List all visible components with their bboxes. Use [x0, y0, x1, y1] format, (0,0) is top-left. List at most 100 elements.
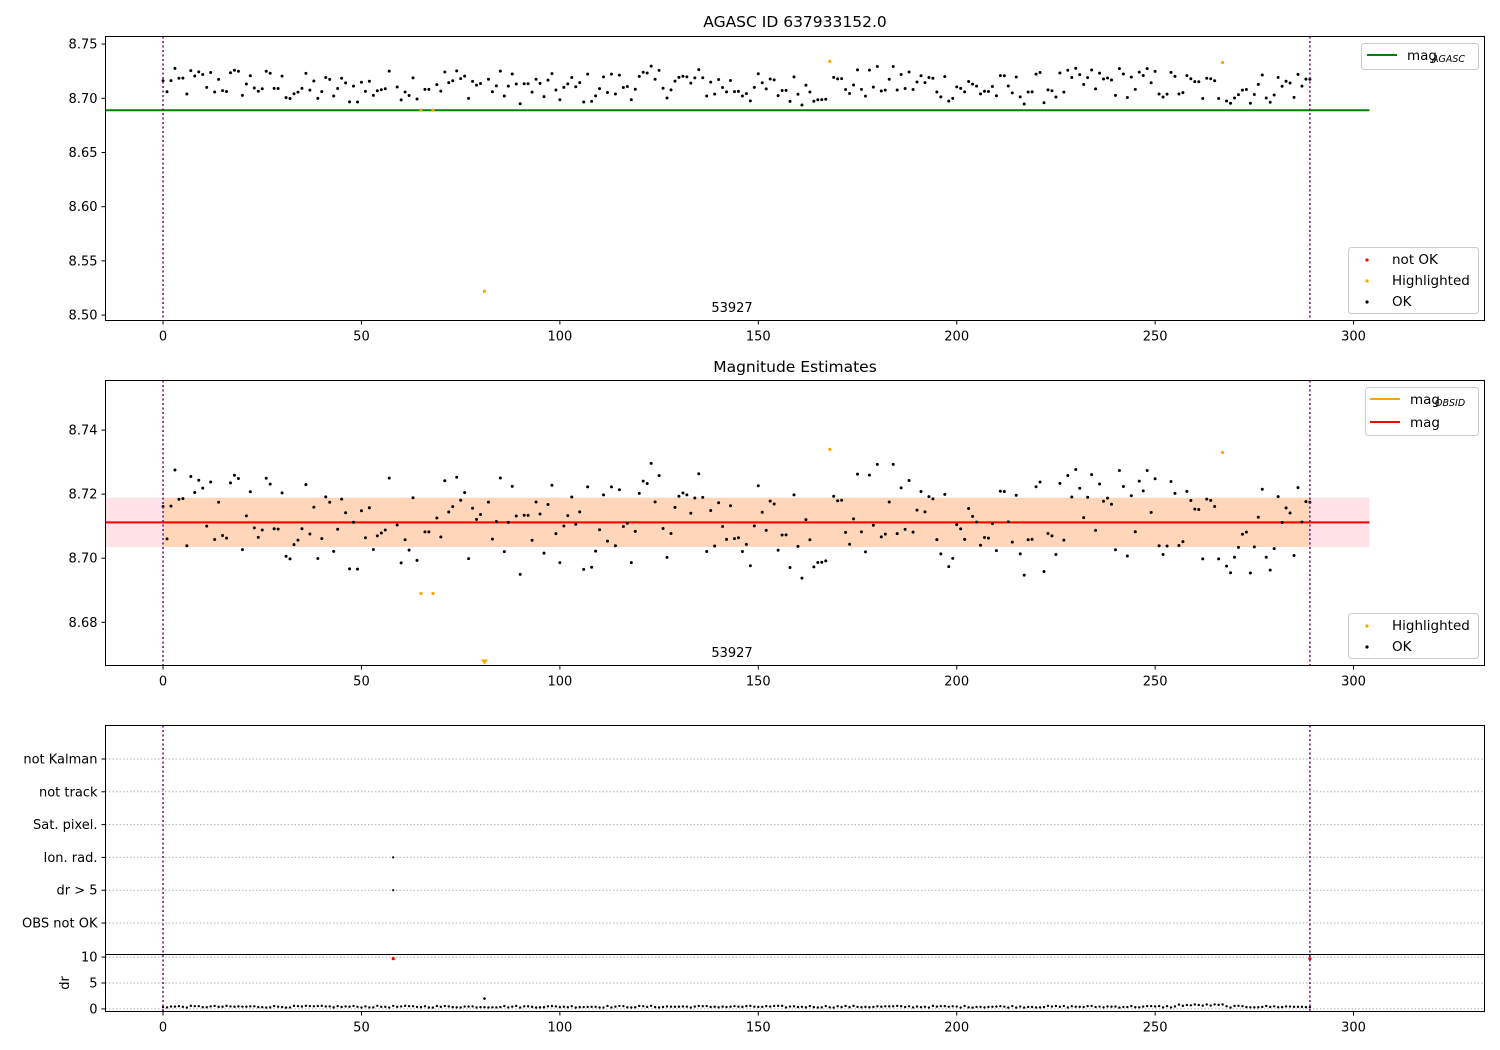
dr-point — [876, 1005, 879, 1008]
ok-point — [363, 536, 367, 540]
ok-point — [225, 536, 229, 540]
ok-point — [229, 481, 233, 485]
ok-point — [232, 68, 236, 72]
ok-point — [395, 523, 399, 527]
dr-point — [245, 1005, 248, 1008]
dr-point — [967, 1006, 970, 1009]
dr-point — [745, 1004, 748, 1008]
dr-point — [1308, 1005, 1312, 1009]
dr-ytick-label: 5 — [89, 977, 97, 992]
ok-point — [538, 512, 542, 516]
dr-point — [1225, 1005, 1228, 1008]
legend-highlighted-label-2: Highlighted — [1392, 618, 1470, 634]
ok-point — [975, 84, 979, 88]
magnitude-xtick-label: 50 — [353, 675, 370, 690]
ok-point — [1137, 479, 1141, 483]
ok-point — [252, 86, 256, 90]
ok-point — [927, 75, 931, 79]
dr-point — [915, 1005, 919, 1008]
ok-point — [697, 68, 701, 72]
ok-point — [352, 520, 356, 524]
ok-point — [824, 559, 828, 563]
dr-point — [249, 1005, 252, 1008]
dr-point — [384, 1005, 387, 1009]
dr-point — [669, 1005, 673, 1008]
ok-point — [1133, 530, 1137, 534]
ok-point — [776, 548, 780, 552]
dr-point — [919, 1005, 923, 1009]
dr-point — [447, 1005, 450, 1008]
ok-point — [1090, 68, 1094, 72]
ok-point — [1157, 544, 1161, 548]
dr-point — [280, 1005, 284, 1009]
ok-point — [657, 68, 661, 72]
ok-point — [832, 75, 836, 79]
ok-point — [1018, 552, 1022, 556]
ok-point — [1244, 87, 1248, 91]
dr-point — [443, 1004, 446, 1008]
dr-point — [1066, 1006, 1070, 1009]
dr-point — [189, 1004, 193, 1008]
ok-point — [653, 77, 657, 81]
dr-point — [388, 1006, 391, 1009]
dr-point — [332, 1006, 335, 1009]
dr-point — [1197, 1003, 1200, 1007]
ok-point — [677, 75, 681, 79]
ok-point — [709, 508, 713, 512]
dr-point — [296, 1004, 300, 1008]
dr-point — [538, 1006, 542, 1009]
dr-point — [185, 1006, 189, 1009]
ok-point — [221, 534, 225, 538]
dr-point — [308, 1004, 312, 1008]
ok-point — [1030, 90, 1034, 94]
magnitude-points-legend-box — [1348, 613, 1479, 659]
dr-point — [935, 1005, 939, 1008]
dr-point — [816, 1006, 820, 1009]
ok-point — [705, 94, 709, 98]
ok-point — [256, 89, 260, 93]
ok-point — [665, 555, 669, 559]
flag-point — [392, 889, 395, 892]
ok-point — [1236, 545, 1240, 549]
dr-point — [808, 1004, 812, 1008]
dr-point — [1078, 1005, 1081, 1009]
ok-point — [201, 73, 205, 77]
dr-point — [923, 1005, 927, 1009]
ok-point — [379, 88, 383, 92]
ok-point — [379, 531, 383, 535]
ok-point — [935, 90, 939, 94]
dr-point — [1173, 1005, 1177, 1008]
ok-point — [1046, 532, 1050, 536]
dr-point — [1300, 1005, 1304, 1009]
ok-point — [923, 510, 927, 514]
flag-point — [392, 856, 395, 859]
ok-point — [586, 485, 590, 489]
dr-point — [348, 1005, 351, 1008]
dr-point — [526, 1005, 530, 1008]
ok-point — [288, 97, 292, 101]
dr-point — [316, 1004, 320, 1008]
ok-point — [1018, 95, 1022, 99]
dr-point — [768, 1005, 772, 1008]
dr-point — [618, 1004, 621, 1008]
ok-point — [586, 72, 590, 76]
ok-point — [1026, 90, 1030, 94]
dr-point — [899, 1005, 903, 1008]
dr-point — [491, 1006, 494, 1009]
ok-point — [590, 99, 594, 103]
ok-point — [1268, 568, 1272, 572]
ok-point — [689, 81, 693, 85]
ok-point — [760, 81, 764, 85]
ok-point — [820, 98, 824, 102]
ok-point — [185, 92, 189, 96]
ok-point — [1205, 497, 1209, 501]
dr-point — [955, 1005, 958, 1008]
dr-point — [225, 1004, 228, 1008]
ok-point — [1229, 571, 1233, 575]
dr-point — [868, 1006, 871, 1009]
dr-point — [522, 1005, 526, 1008]
ok-point — [399, 561, 403, 565]
ok-point — [641, 479, 645, 483]
ok-point — [875, 462, 879, 466]
ok-point — [578, 81, 582, 85]
